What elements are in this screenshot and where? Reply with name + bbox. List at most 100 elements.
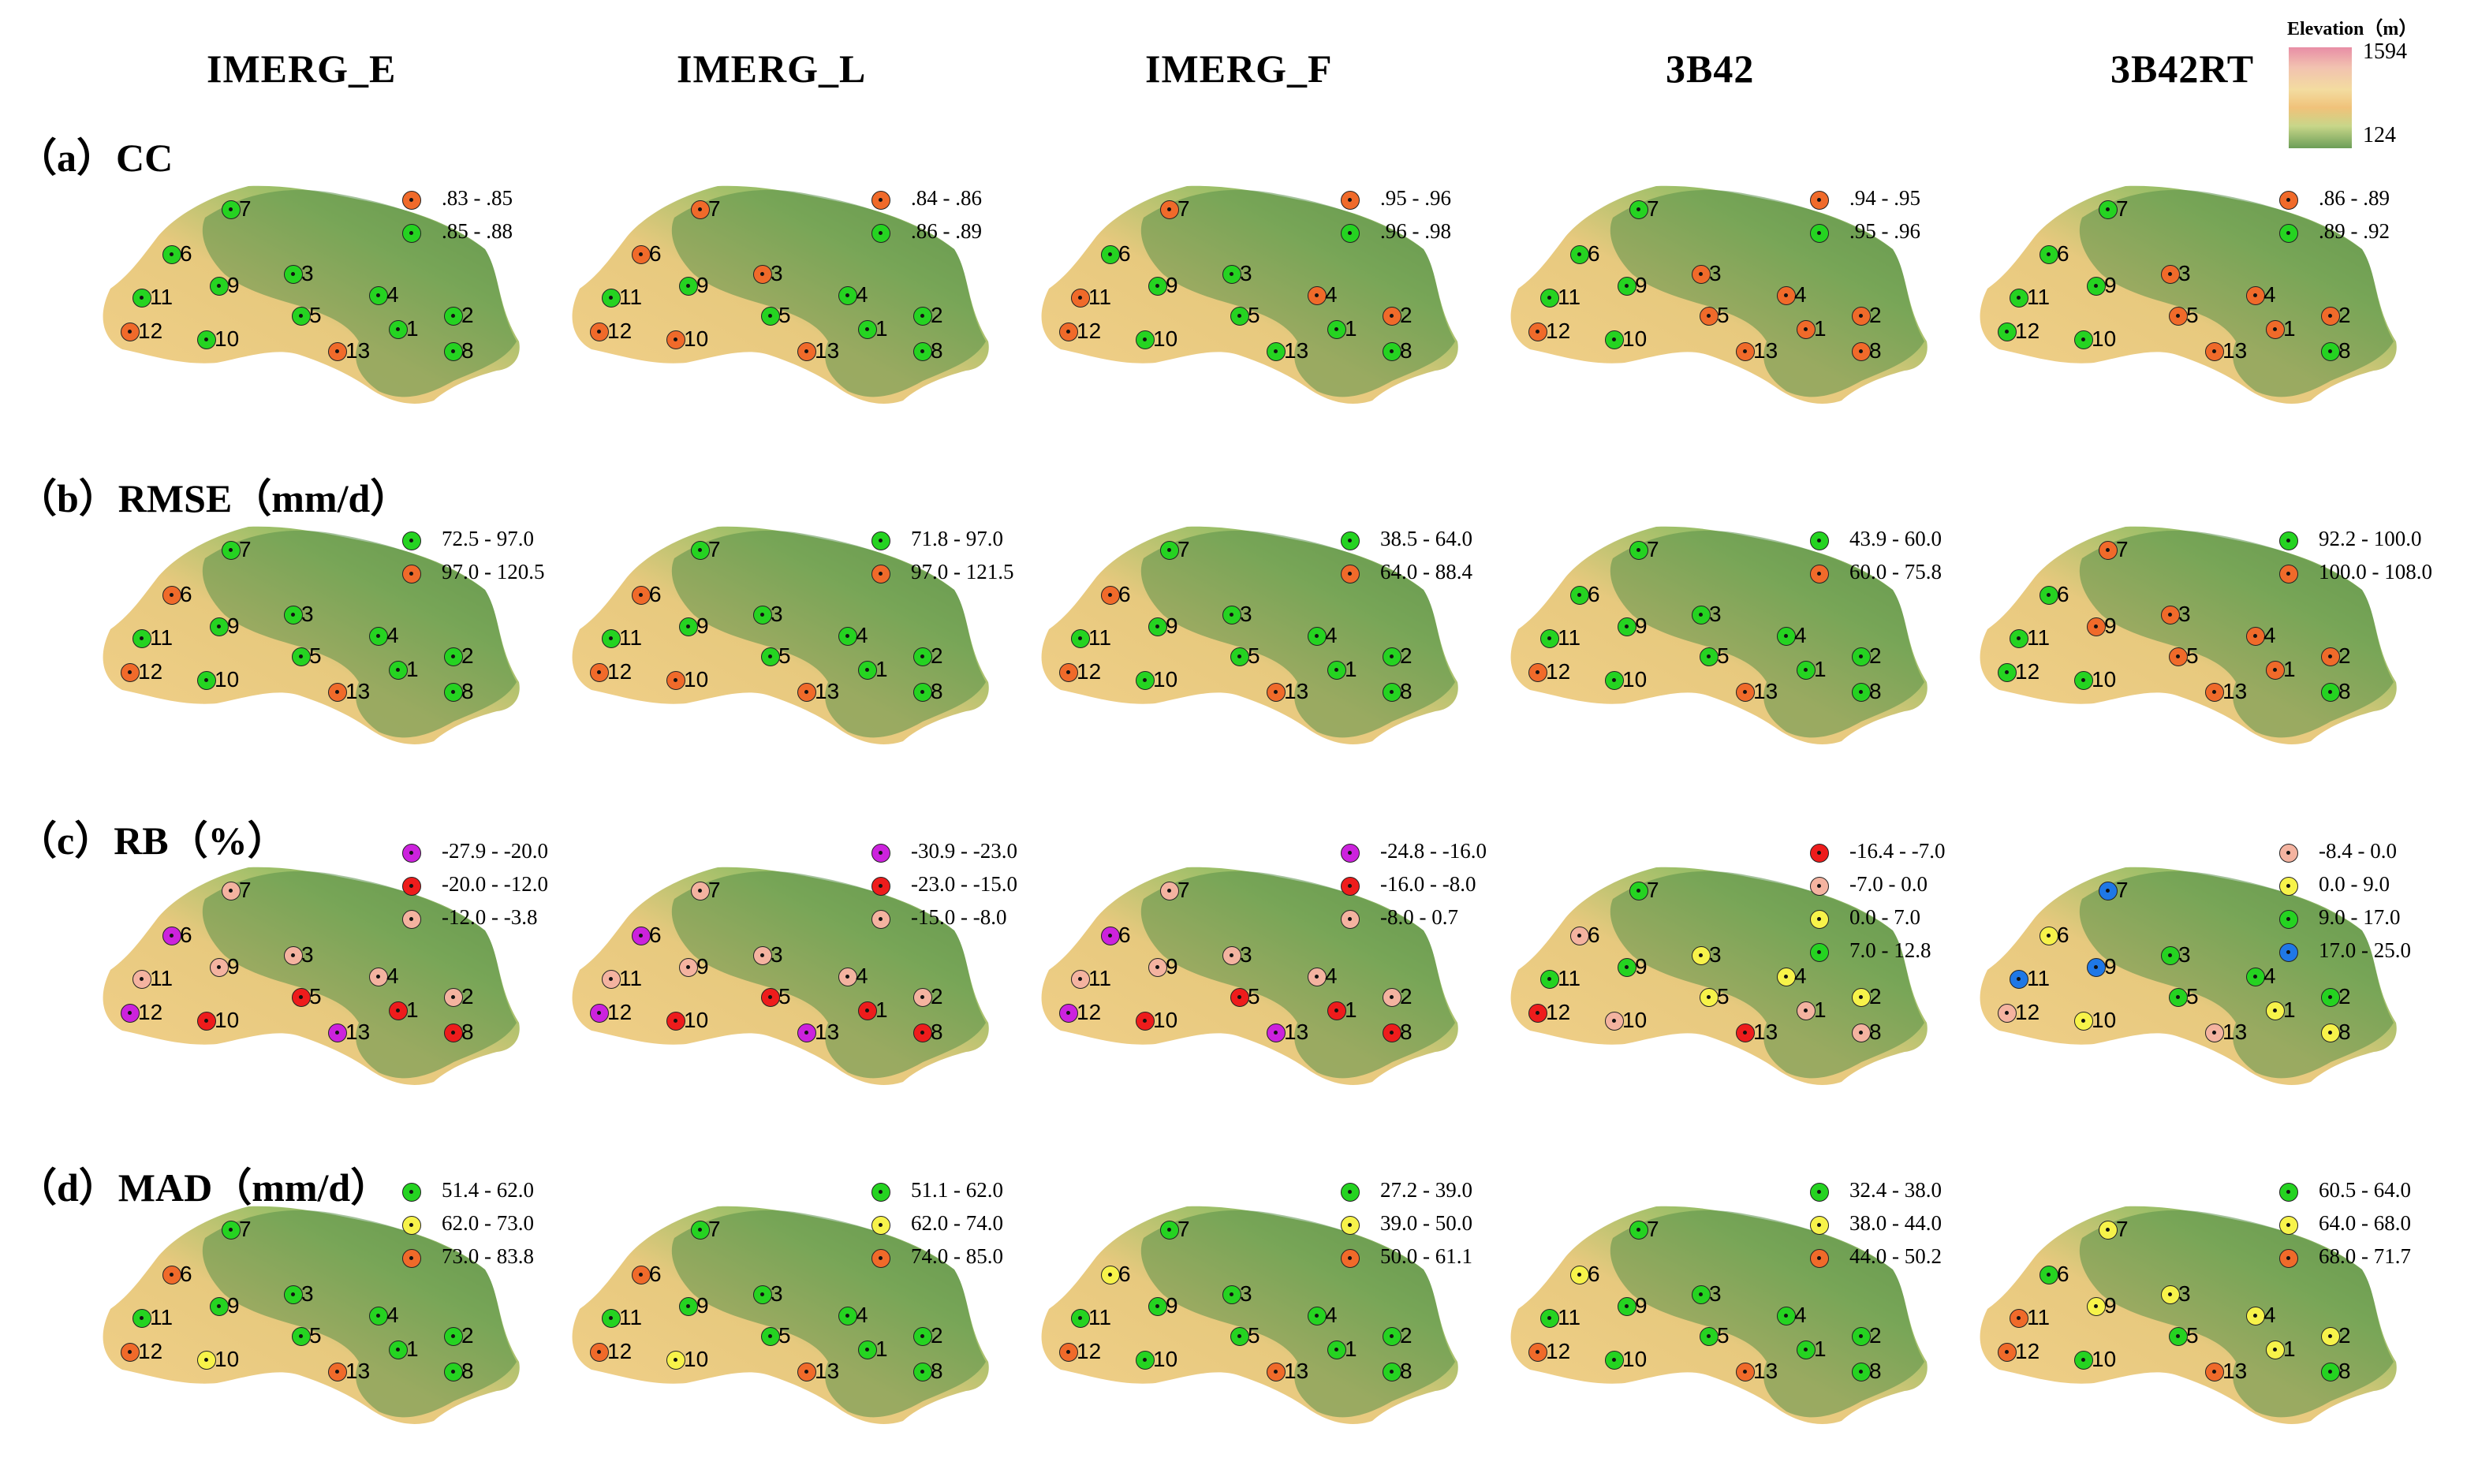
station-label: 3: [2178, 602, 2191, 626]
station-label: 8: [1400, 338, 1413, 363]
station-label: 8: [1400, 1359, 1413, 1383]
station-dot: [1618, 1297, 1636, 1316]
station-label: 5: [2186, 1323, 2199, 1348]
station-dot: [284, 606, 303, 625]
station-label: 7: [2116, 1217, 2129, 1241]
highland-area: [202, 1210, 517, 1418]
station-dot: [292, 647, 311, 666]
station-label: 4: [1325, 623, 1338, 647]
station-dot: [1777, 286, 1796, 305]
station-dot: [1852, 1327, 1871, 1346]
station-dot: [389, 1340, 408, 1359]
station-dot: [797, 1363, 816, 1381]
legend-range-label: 43.9 - 60.0: [1849, 527, 1942, 550]
station-dot: [2321, 1024, 2340, 1042]
station-label: 3: [301, 261, 314, 285]
legend-range-label: .95 - .96: [1380, 186, 1451, 210]
column-title-imerg-f: IMERG_F: [1145, 47, 1333, 91]
station-dot: [1101, 1266, 1120, 1285]
station-label: 8: [1869, 1020, 1882, 1044]
station-dot: [2266, 1340, 2285, 1359]
map-panel: 1 2 3 4 5 6 7 8 9 10 11 12 13 27.2 - 39.0 39.0 - 50.0 5…: [1025, 1178, 1530, 1484]
station-dot: [444, 307, 463, 326]
legend-range-label: 92.2 - 100.0: [2319, 527, 2422, 550]
station-dot: [1700, 307, 1719, 326]
map-panel: 1 2 3 4 5 6 7 8 9 10 11 12 13.94 - .95.95 - .96: [1495, 180, 1999, 464]
station-dot: [1071, 629, 1090, 648]
station-label: 4: [856, 964, 868, 988]
station-dot: [590, 1004, 609, 1023]
station-dot: [1797, 1001, 1816, 1020]
station-label: 4: [386, 964, 399, 988]
station-dot: [753, 265, 772, 284]
station-dot: [691, 1221, 710, 1240]
legend-range-label: .84 - .86: [911, 186, 982, 210]
station-dot: [1222, 1285, 1241, 1304]
map-panel: 1 2 3 4 5 6 7 8 9 10 11 12 13 38.5 - 64.0 64.0 - 88.4: [1025, 520, 1530, 804]
station-label: 9: [696, 1293, 709, 1318]
highland-area: [1610, 871, 1924, 1079]
station-label: 10: [1622, 667, 1648, 692]
map-panel: 1 2 3 4 5 6 7 8 9 10 11 12 13 -24.8 - -16.0 -16.0 - -8…: [1025, 839, 1530, 1145]
station-dot: [602, 970, 621, 989]
station-dot: [590, 1343, 609, 1362]
map-panel: 1 2 3 4 5 6 7 8 9 10 11 12 13.95 - .96.96 - .98: [1025, 180, 1530, 464]
station-label: 9: [227, 613, 240, 638]
station-dot: [1160, 200, 1179, 219]
station-label: 5: [1248, 984, 1260, 1009]
station-dot: [761, 647, 780, 666]
legend-range-label: 44.0 - 50.2: [1849, 1244, 1942, 1268]
station-label: 12: [1077, 1339, 1102, 1363]
station-dot: [858, 1340, 877, 1359]
station-dot: [691, 882, 710, 900]
station-label: 9: [696, 613, 709, 638]
station-label: 6: [1118, 582, 1131, 606]
station-label: 2: [1400, 643, 1413, 668]
station-label: 12: [1077, 1000, 1102, 1024]
elevation-legend: Elevation（m） 1594 124: [2263, 13, 2478, 155]
station-label: 12: [2015, 1339, 2040, 1363]
station-label: 12: [1546, 1339, 1571, 1363]
map-panel: 1 2 3 4 5 6 7 8 9 10 11 12 13 92.2 - 100.0 100.0 - 108…: [1964, 520, 2469, 804]
station-label: 11: [2027, 285, 2051, 309]
station-label: 1: [875, 997, 888, 1022]
station-label: 6: [1118, 923, 1131, 947]
station-label: 4: [2263, 964, 2276, 988]
station-dot: [2321, 1363, 2340, 1381]
legend-swatch: [402, 224, 421, 243]
station-label: 11: [1558, 966, 1581, 990]
station-dot: [1059, 663, 1078, 682]
station-label: 12: [138, 1000, 163, 1024]
station-label: 7: [1647, 196, 1659, 221]
station-label: 11: [150, 285, 174, 309]
map-panel: 1 2 3 4 5 6 7 8 9 10 11 12 13 43.9 - 60.0 60.0 - 75.8: [1495, 520, 1999, 804]
station-label: 6: [1588, 923, 1600, 947]
station-dot: [1059, 323, 1078, 341]
station-label: 5: [2186, 984, 2199, 1009]
station-dot: [444, 1363, 463, 1381]
station-label: 7: [708, 1217, 721, 1241]
station-label: 5: [778, 1323, 791, 1348]
station-dot: [2087, 617, 2106, 636]
station-label: 10: [684, 667, 709, 692]
station-dot: [1570, 927, 1589, 945]
station-label: 1: [1345, 997, 1357, 1022]
station-dot: [210, 617, 229, 636]
station-label: 12: [607, 319, 633, 343]
station-label: 3: [771, 942, 783, 967]
station-label: 13: [1753, 1359, 1778, 1383]
station-dot: [162, 927, 181, 945]
station-label: 13: [815, 338, 840, 363]
station-dot: [162, 1266, 181, 1285]
station-dot: [1222, 606, 1241, 625]
highland-area: [671, 189, 986, 397]
station-dot: [444, 988, 463, 1007]
station-label: 3: [1240, 602, 1252, 626]
station-dot: [389, 320, 408, 339]
station-label: 1: [1814, 657, 1827, 681]
station-dot: [838, 627, 857, 646]
legend-range-label: 97.0 - 121.5: [911, 560, 1014, 584]
legend-range-label: 72.5 - 97.0: [442, 527, 534, 550]
legend-range-label: -8.4 - 0.0: [2319, 839, 2397, 863]
station-label: 8: [931, 1359, 943, 1383]
